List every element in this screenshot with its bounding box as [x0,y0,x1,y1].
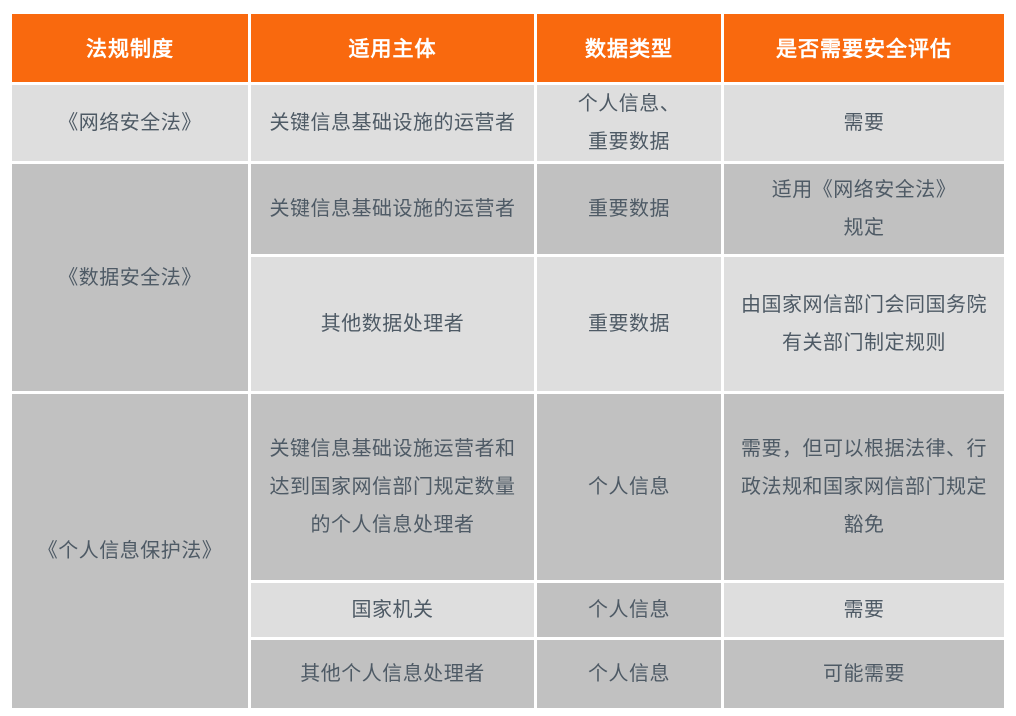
law-cell: 《数据安全法》 [12,164,248,391]
subject-cell: 其他个人信息处理者 [251,640,534,708]
table-row: 国家机关 个人信息 需要 [12,583,1004,637]
data-type-cell: 个人信息 [537,583,721,637]
subject-cell: 国家机关 [251,583,534,637]
data-type-cell: 个人信息、 重要数据 [537,85,721,161]
header-row: 法规制度 适用主体 数据类型 是否需要安全评估 [12,14,1004,82]
table-row: 其他数据处理者 重要数据 由国家网信部门会同国务院有关部门制定规则 [12,257,1004,391]
subject-cell: 其他数据处理者 [251,257,534,391]
data-type-cell: 重要数据 [537,164,721,254]
subject-cell: 关键信息基础设施的运营者 [251,164,534,254]
assessment-cell: 可能需要 [724,640,1004,708]
table-row: 《数据安全法》 关键信息基础设施的运营者 重要数据 适用《网络安全法》 规定 [12,164,1004,391]
table-row: 《个人信息保护法》 关键信息基础设施运营者和达到国家网信部门规定数量的个人信息处… [12,394,1004,708]
law-cell: 《网络安全法》 [12,85,248,161]
column-header-subject: 适用主体 [251,14,534,82]
data-type-cell: 个人信息 [537,394,721,580]
table-row: 其他个人信息处理者 个人信息 可能需要 [12,640,1004,708]
table-row: 《网络安全法》 关键信息基础设施的运营者 个人信息、 重要数据 需要 [12,85,1004,161]
subject-cell: 关键信息基础设施运营者和达到国家网信部门规定数量的个人信息处理者 [251,394,534,580]
column-header-assessment: 是否需要安全评估 [724,14,1004,82]
data-type-cell: 个人信息 [537,640,721,708]
assessment-cell: 适用《网络安全法》 规定 [724,164,1004,254]
data-type-cell: 重要数据 [537,257,721,391]
assessment-cell: 需要 [724,85,1004,161]
column-header-data-type: 数据类型 [537,14,721,82]
subject-cell: 关键信息基础设施的运营者 [251,85,534,161]
regulation-table: 法规制度 适用主体 数据类型 是否需要安全评估 《网络安全法》 关键信息基础设施… [9,11,1007,711]
assessment-cell: 需要，但可以根据法律、行政法规和国家网信部门规定豁免 [724,394,1004,580]
assessment-cell: 由国家网信部门会同国务院有关部门制定规则 [724,257,1004,391]
column-header-law: 法规制度 [12,14,248,82]
assessment-cell: 需要 [724,583,1004,637]
law-cell: 《个人信息保护法》 [12,394,248,708]
